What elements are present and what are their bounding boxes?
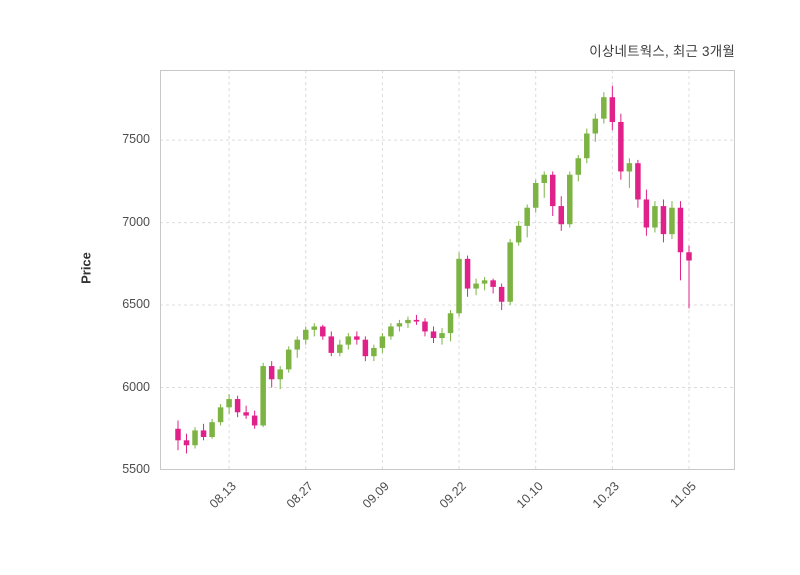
candle-body — [371, 347, 377, 357]
x-tick-label: 09.22 — [436, 479, 469, 512]
candle-body — [200, 430, 207, 438]
candle-body — [618, 121, 624, 172]
candle-body — [490, 280, 496, 287]
candle-body — [524, 207, 530, 226]
candle-body — [422, 321, 428, 332]
candle-body — [652, 206, 658, 228]
candle-body — [183, 440, 190, 446]
candle-body — [337, 344, 343, 353]
candle-body — [592, 118, 599, 134]
candle-body — [311, 326, 318, 330]
candle-body — [584, 133, 590, 159]
y-tick-label: 6000 — [122, 379, 150, 394]
candle-body — [388, 326, 394, 337]
candle-body — [294, 339, 300, 350]
candle-body — [635, 163, 641, 200]
candle-body — [473, 283, 479, 289]
chart-title: 이상네트웍스, 최근 3개월 — [589, 44, 735, 59]
candle-body — [217, 407, 224, 423]
candle-body — [345, 336, 352, 345]
candle-body — [251, 415, 258, 426]
candle-body — [430, 331, 437, 339]
candle-body — [541, 174, 547, 183]
x-tick-label: 10.10 — [513, 479, 546, 512]
candle-body — [456, 258, 462, 314]
candle-body — [226, 399, 232, 408]
candle-body — [260, 366, 266, 426]
candle-body — [601, 97, 607, 119]
candle-body — [507, 242, 513, 302]
candle-body — [396, 323, 403, 327]
candle-body — [481, 280, 488, 284]
candle-body — [626, 163, 633, 172]
candle-body — [405, 319, 411, 324]
candle-body — [447, 313, 454, 334]
candle-body — [268, 366, 275, 380]
candle-body — [328, 336, 335, 353]
candle-body — [558, 206, 564, 225]
y-tick-label: 5500 — [122, 462, 150, 476]
plot-border — [160, 70, 735, 470]
candle-body — [464, 258, 471, 289]
y-tick-label: 6500 — [122, 297, 150, 312]
x-tick-label: 10.23 — [590, 479, 623, 512]
candle-body — [175, 428, 181, 441]
candle-body — [677, 207, 684, 253]
candle-body — [498, 286, 505, 302]
candle-body — [320, 326, 326, 337]
candle-body — [686, 252, 692, 261]
candle-body — [660, 206, 667, 235]
candle-body — [413, 319, 420, 322]
x-tick-label: 09.09 — [360, 479, 393, 512]
candle-body — [575, 158, 582, 175]
candle-body — [243, 412, 249, 416]
candle-body — [515, 225, 522, 243]
candle-body — [643, 199, 650, 228]
candle-body — [669, 207, 675, 235]
candle-body — [362, 339, 369, 357]
plot-area — [160, 70, 735, 470]
candle-body — [439, 333, 445, 339]
candle-body — [354, 336, 360, 340]
candle-body — [532, 182, 539, 208]
candle-body — [209, 422, 215, 438]
candle-body — [285, 349, 292, 370]
candle-body — [277, 369, 283, 380]
candle-body — [303, 329, 309, 340]
candle-body — [609, 97, 616, 122]
candle-body — [567, 174, 573, 225]
y-axis-label: Price — [78, 252, 94, 284]
candle-body — [379, 336, 386, 348]
y-tick-label: 7000 — [122, 214, 150, 229]
y-tick-label: 7500 — [122, 132, 150, 147]
x-tick-label: 08.13 — [206, 479, 239, 512]
x-tick-label: 08.27 — [283, 479, 316, 512]
candle-body — [234, 399, 241, 413]
candle-body — [549, 174, 556, 207]
candle-body — [192, 430, 198, 446]
x-tick-label: 11.05 — [667, 479, 699, 511]
